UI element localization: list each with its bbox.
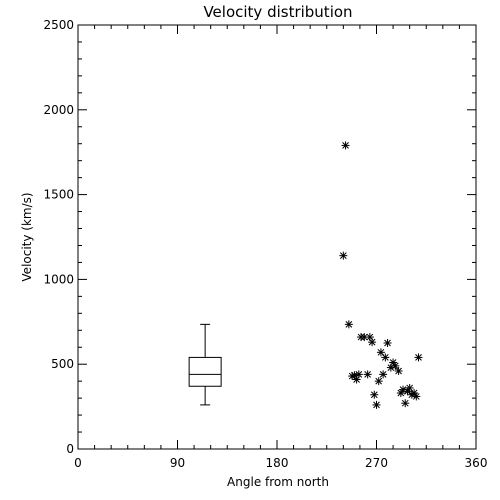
asterisk-stroke (384, 339, 391, 347)
asterisk-stroke (379, 371, 387, 378)
data-point (363, 370, 372, 379)
asterisk-stroke (406, 384, 414, 392)
chart-title: Velocity distribution (203, 3, 352, 21)
asterisk-stroke (377, 348, 385, 356)
y-tick-label: 2500 (43, 18, 74, 32)
data-point (394, 366, 403, 375)
axis-ticks (77, 24, 477, 450)
data-point (391, 361, 400, 370)
x-tick-label: 90 (170, 456, 185, 470)
asterisk-stroke (415, 354, 422, 361)
asterisk-stroke (399, 386, 407, 393)
asterisk-stroke (410, 389, 418, 397)
data-point (344, 320, 353, 329)
data-point (381, 353, 390, 362)
asterisk-stroke (370, 391, 378, 399)
data-point (341, 141, 350, 150)
boxplot (188, 323, 222, 406)
plot-frame (77, 24, 477, 450)
asterisk-stroke (391, 362, 399, 370)
asterisk-stroke (395, 367, 402, 375)
asterisk-stroke (401, 399, 409, 407)
asterisk-stroke (412, 393, 420, 400)
x-tick-label: 360 (465, 456, 488, 470)
asterisk-stroke (342, 142, 349, 149)
asterisk-stroke (360, 333, 368, 341)
asterisk-stroke (373, 401, 380, 409)
scatter-points (339, 141, 423, 409)
x-tick-label: 270 (365, 456, 388, 470)
tick-labels: 0 90 180 270 360 0 500 1000 1500 2000 2500 (43, 18, 487, 470)
asterisk-stroke (339, 252, 347, 260)
y-tick-label: 1500 (43, 188, 74, 202)
data-point (379, 370, 388, 379)
asterisk-stroke (366, 333, 374, 341)
data-point (383, 339, 392, 347)
data-point (354, 370, 363, 379)
asterisk-stroke (381, 354, 389, 361)
asterisk-stroke (355, 371, 363, 378)
asterisk-stroke (351, 371, 358, 379)
y-tick-label: 500 (51, 357, 74, 371)
data-point (414, 353, 423, 362)
data-point (360, 333, 369, 342)
y-tick-label: 1000 (43, 272, 74, 286)
asterisk-stroke (364, 371, 372, 378)
asterisk-stroke (389, 359, 397, 366)
asterisk-stroke (345, 320, 353, 328)
asterisk-stroke (375, 377, 383, 385)
x-tick-label: 0 (74, 456, 82, 470)
x-tick-label: 180 (266, 456, 289, 470)
boxplot-box (188, 356, 222, 387)
y-tick-label: 2000 (43, 103, 74, 117)
data-point (368, 338, 377, 347)
data-point (412, 392, 421, 401)
y-axis-label: Velocity (km/s) (20, 192, 34, 281)
y-tick-label: 0 (66, 442, 74, 456)
data-point (401, 399, 410, 408)
data-point (339, 251, 348, 260)
data-point (372, 400, 381, 409)
data-point (374, 377, 383, 386)
asterisk-stroke (368, 338, 376, 346)
data-point (370, 390, 379, 399)
x-axis-label: Angle from north (227, 475, 329, 489)
